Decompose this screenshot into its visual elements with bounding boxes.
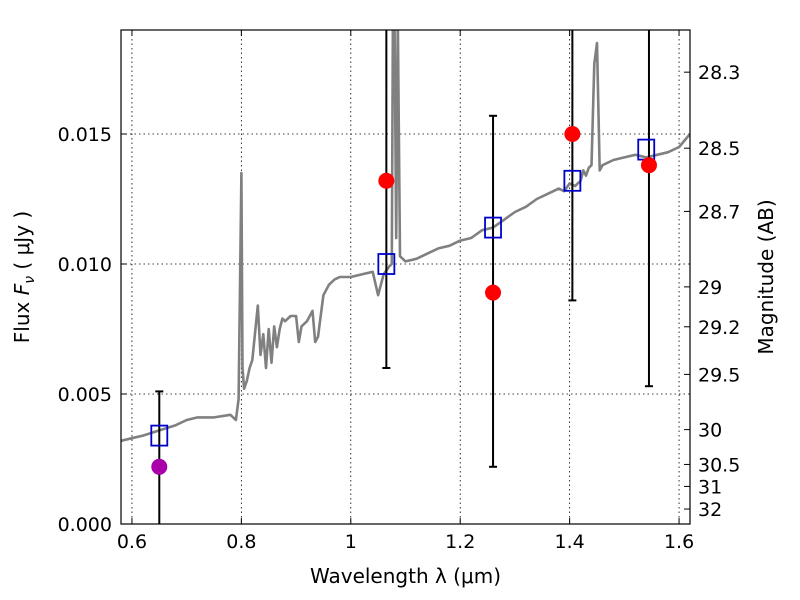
y-axis-label-unit: ( μJy ) xyxy=(10,211,34,276)
plot-area xyxy=(121,30,690,524)
x-tick-label: 1.2 xyxy=(445,531,475,553)
x-axis-label: Wavelength λ (μm) xyxy=(310,564,501,588)
observed-flux-point-magenta xyxy=(151,458,168,475)
y2-tick-label: 30 xyxy=(698,420,722,442)
y-tick-label: 0.010 xyxy=(58,254,112,276)
y2-tick-label: 28.7 xyxy=(698,201,740,223)
y2-tick-label: 29.5 xyxy=(698,364,740,386)
y-axis-label: Flux Fν ( μJy ) xyxy=(10,211,38,343)
y2-tick-label: 29.2 xyxy=(698,317,740,339)
y2-tick-label: 32 xyxy=(698,499,722,521)
y2-tick-label: 30.5 xyxy=(698,454,740,476)
observed-flux-point xyxy=(640,157,657,174)
y-axis-label-symbol: F xyxy=(10,283,34,295)
y2-tick-label: 31 xyxy=(698,476,722,498)
x-tick-label: 1 xyxy=(345,531,357,553)
y2-tick-label: 28.5 xyxy=(698,138,740,160)
x-tick-label: 1.4 xyxy=(555,531,585,553)
model-photometry-square xyxy=(484,216,502,239)
y-tick-label: 0.005 xyxy=(58,384,112,406)
y-axis-label-subscript: ν xyxy=(22,276,38,284)
model-photometry-square xyxy=(563,169,582,192)
model-photometry-square xyxy=(377,253,396,275)
model-spectrum-line xyxy=(121,30,690,443)
observed-flux-point xyxy=(485,284,502,301)
y2-tick-label: 29 xyxy=(698,277,722,299)
model-photometry-square xyxy=(150,424,169,447)
y2-tick-label: 28.3 xyxy=(698,62,740,84)
y2-axis-label: Magnitude (AB) xyxy=(754,199,778,354)
y-tick-label: 0.015 xyxy=(58,124,112,146)
y-axis-label-prefix: Flux xyxy=(10,295,34,343)
y-tick-label: 0.000 xyxy=(58,514,112,536)
plot-frame xyxy=(120,29,691,525)
observed-flux-point xyxy=(564,126,581,142)
observed-flux-point xyxy=(378,172,395,189)
axis-ticks: 0.6 0.8 1 1.2 1.4 1.6 0.000 0.005 0.010 0.015 28.3… xyxy=(58,30,740,553)
x-tick-label: 0.6 xyxy=(117,531,147,553)
x-tick-label: 1.6 xyxy=(664,531,694,553)
grid-lines xyxy=(121,30,690,524)
x-tick-label: 0.8 xyxy=(226,531,256,553)
